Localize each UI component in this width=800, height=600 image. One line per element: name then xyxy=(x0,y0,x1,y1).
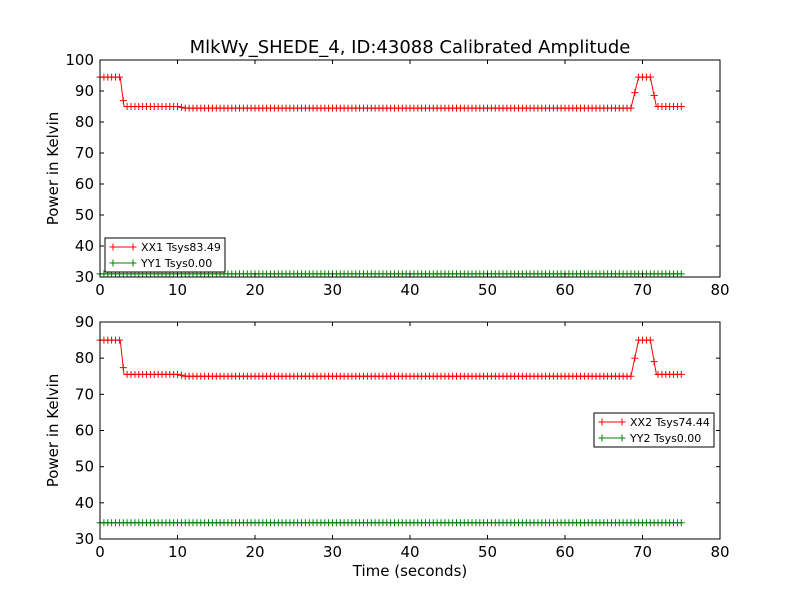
x-tick-label: 50 xyxy=(478,543,497,561)
y-tick-label: 90 xyxy=(75,313,94,331)
x-tick-label: 0 xyxy=(95,543,105,561)
series-markers xyxy=(96,73,685,112)
data-point xyxy=(631,354,639,362)
bottom-plot: 0 10 20 30 40 50 60 70 80 30 40 50 60 70 80 90 Power in … xyxy=(44,313,730,580)
legend-marker xyxy=(598,418,606,426)
data-point xyxy=(650,92,658,99)
legend-marker xyxy=(129,259,137,267)
y-tick-label: 50 xyxy=(75,458,94,476)
y-tick-label: 100 xyxy=(65,51,94,69)
y-tick-label: 70 xyxy=(75,144,94,162)
legend-marker xyxy=(109,243,117,251)
x-tick-label: 60 xyxy=(555,281,574,299)
y-axis-label: Power in Kelvin xyxy=(44,112,62,226)
data-point xyxy=(631,89,639,97)
y-tick-label: 60 xyxy=(75,175,94,193)
legend-entry: YY1 Tsys0.00 xyxy=(109,257,212,270)
y-tick-label: 40 xyxy=(75,494,94,512)
legend-marker xyxy=(618,434,626,442)
y-tick-label: 30 xyxy=(75,268,94,286)
y-tick-label: 30 xyxy=(75,530,94,548)
legend-label: XX2 Tsys74.44 xyxy=(630,416,710,429)
series-markers xyxy=(96,336,685,380)
y-tick-label: 80 xyxy=(75,349,94,367)
data-point xyxy=(119,97,127,105)
legend-box xyxy=(593,412,715,448)
series-line xyxy=(100,339,682,377)
legend: XX2 Tsys74.44 YY2 Tsys0.00 xyxy=(593,412,715,448)
series-2-1 xyxy=(96,336,685,380)
data-point xyxy=(115,336,123,344)
x-tick-label: 80 xyxy=(710,281,729,299)
series-1-2 xyxy=(96,270,685,278)
x-tick-label: 0 xyxy=(95,281,105,299)
legend-entry: XX2 Tsys74.44 xyxy=(598,416,710,429)
data-point xyxy=(174,370,181,378)
data-point xyxy=(677,370,685,378)
series-markers xyxy=(96,519,685,527)
y-axis-label: Power in Kelvin xyxy=(44,374,62,488)
legend-label: YY2 Tsys0.00 xyxy=(629,432,701,445)
legend-label: XX1 Tsys83.49 xyxy=(141,241,221,254)
data-point xyxy=(119,364,127,372)
data-point xyxy=(174,103,181,110)
data-point xyxy=(677,103,685,110)
y-tick-label: 40 xyxy=(75,237,94,255)
data-point xyxy=(627,104,635,112)
x-tick-label: 50 xyxy=(478,281,497,299)
x-tick-label: 60 xyxy=(555,543,574,561)
x-tick-label: 30 xyxy=(323,281,342,299)
data-point xyxy=(627,372,635,380)
legend-marker xyxy=(129,243,137,251)
x-tick-label: 30 xyxy=(323,543,342,561)
x-tick-label: 20 xyxy=(245,281,264,299)
data-point xyxy=(646,336,654,344)
legend-marker xyxy=(109,259,117,267)
series-1-1 xyxy=(96,73,685,112)
y-tick-label: 90 xyxy=(75,82,94,100)
y-tick-label: 80 xyxy=(75,113,94,131)
legend: XX1 Tsys83.49 YY1 Tsys0.00 xyxy=(104,237,226,273)
legend-marker xyxy=(598,434,606,442)
y-tick-label: 60 xyxy=(75,422,94,440)
chart-title: MlkWy_SHEDE_4, ID:43088 Calibrated Ampli… xyxy=(190,37,631,58)
x-tick-label: 70 xyxy=(633,281,652,299)
y-tick-label: 70 xyxy=(75,385,94,403)
legend-label: YY1 Tsys0.00 xyxy=(140,257,212,270)
x-tick-label: 80 xyxy=(710,543,729,561)
x-axis-label: Time (seconds) xyxy=(352,562,468,580)
series-2-2 xyxy=(96,519,685,527)
x-tick-label: 40 xyxy=(400,543,419,561)
data-point xyxy=(677,519,685,527)
x-tick-label: 40 xyxy=(400,281,419,299)
top-plot: 0 10 20 30 40 50 60 70 80 30 40 50 60 70 80 90 100 Power … xyxy=(44,51,730,299)
data-point xyxy=(177,371,185,379)
legend-entry: XX1 Tsys83.49 xyxy=(109,241,221,254)
x-tick-label: 20 xyxy=(245,543,264,561)
legend-box xyxy=(104,237,226,273)
data-point xyxy=(677,270,685,278)
data-point xyxy=(646,73,654,81)
x-tick-label: 10 xyxy=(168,281,187,299)
y-tick-label: 50 xyxy=(75,206,94,224)
x-tick-label: 10 xyxy=(168,543,187,561)
series-line xyxy=(100,76,682,109)
data-point xyxy=(177,103,185,111)
x-tick-label: 70 xyxy=(633,543,652,561)
data-point xyxy=(650,358,658,366)
data-point xyxy=(115,73,123,81)
legend-marker xyxy=(618,418,626,426)
legend-entry: YY2 Tsys0.00 xyxy=(598,432,701,445)
